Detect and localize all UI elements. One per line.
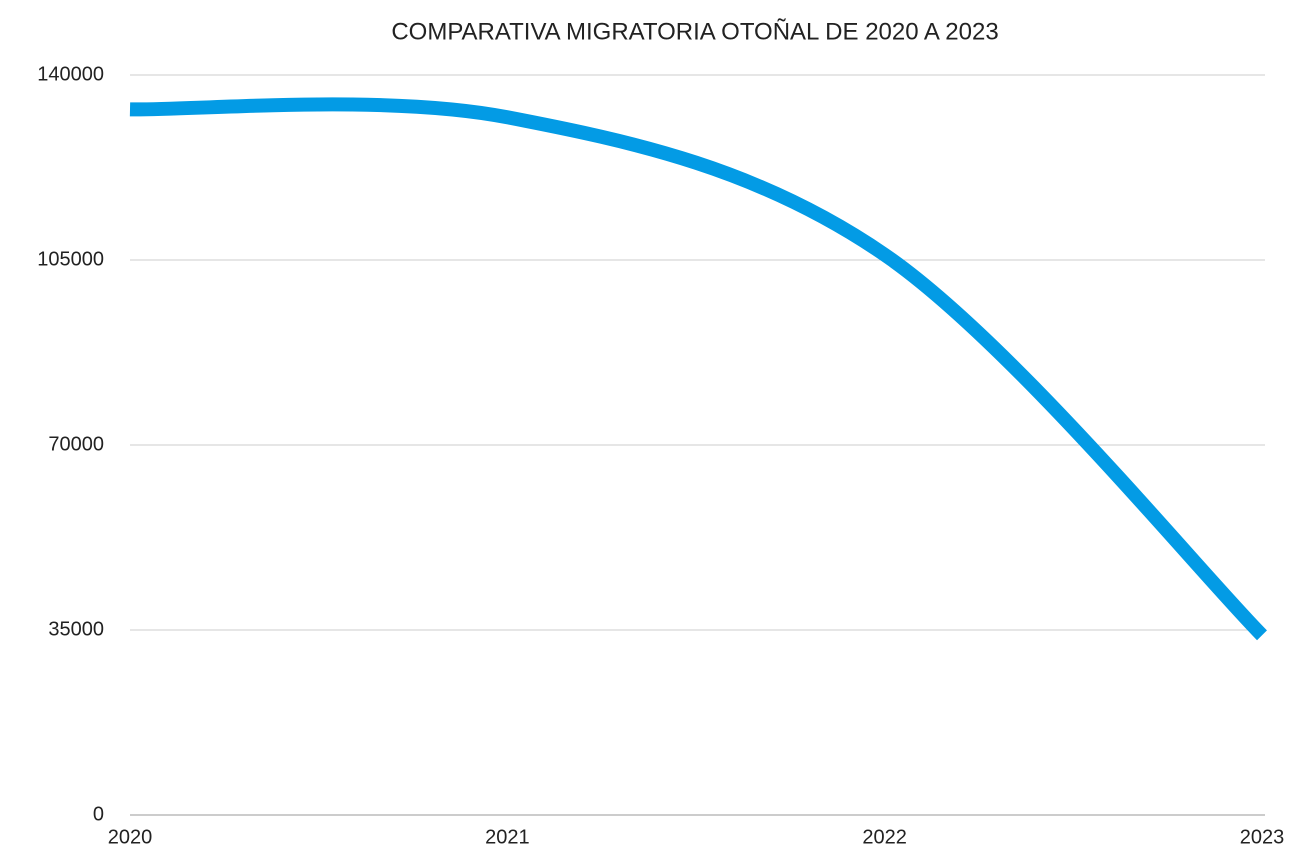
data-line xyxy=(129,97,1267,641)
x-tick-label: 2020 xyxy=(108,826,153,848)
y-tick-label: 0 xyxy=(93,803,104,825)
x-tick-label: 2021 xyxy=(485,826,530,848)
y-tick-label: 70000 xyxy=(48,433,104,455)
x-tick-label: 2022 xyxy=(862,826,907,848)
y-tick-label: 140000 xyxy=(37,63,104,85)
y-tick-label: 35000 xyxy=(48,618,104,640)
x-tick-label: 2023 xyxy=(1240,826,1285,848)
y-tick-label: 105000 xyxy=(37,248,104,270)
chart-title: COMPARATIVA MIGRATORIA OTOÑAL DE 2020 A … xyxy=(391,18,998,45)
